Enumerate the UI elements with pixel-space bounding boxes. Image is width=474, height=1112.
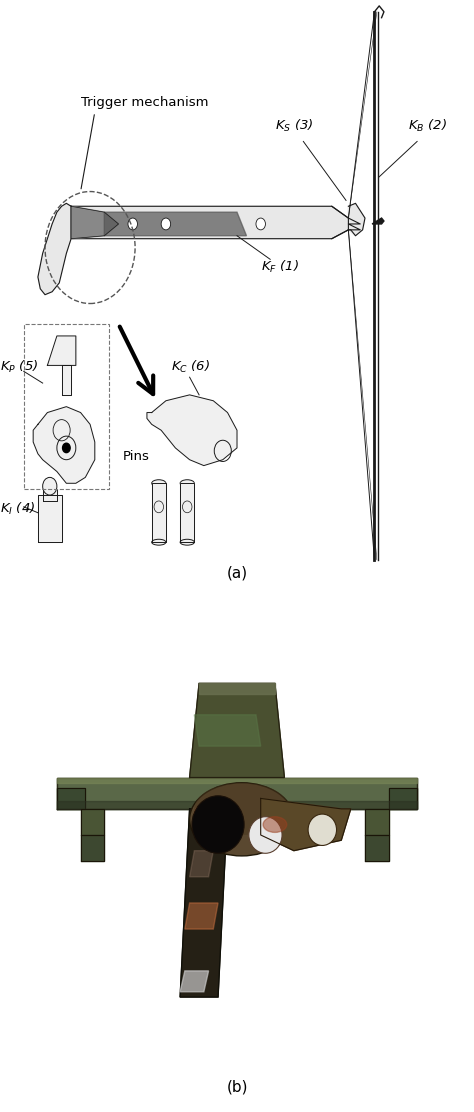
Polygon shape (180, 971, 209, 992)
Polygon shape (57, 777, 417, 783)
Polygon shape (71, 207, 348, 239)
Text: $K_F$ (1): $K_F$ (1) (261, 259, 299, 275)
Polygon shape (57, 801, 417, 808)
Circle shape (308, 814, 337, 845)
Ellipse shape (180, 539, 194, 545)
Text: $K_B$ (2): $K_B$ (2) (408, 118, 447, 133)
Ellipse shape (152, 539, 166, 545)
Polygon shape (104, 212, 246, 236)
Text: $K_C$ (6): $K_C$ (6) (171, 359, 210, 376)
Polygon shape (389, 788, 417, 808)
Polygon shape (33, 407, 95, 484)
Circle shape (128, 218, 137, 230)
Polygon shape (261, 798, 351, 851)
Polygon shape (348, 203, 365, 236)
Circle shape (256, 218, 265, 230)
Polygon shape (71, 207, 118, 239)
Circle shape (249, 816, 282, 853)
Ellipse shape (263, 816, 287, 833)
Ellipse shape (180, 479, 194, 487)
Polygon shape (81, 835, 104, 861)
Text: $K_P$ (5): $K_P$ (5) (0, 359, 38, 376)
Ellipse shape (190, 783, 294, 856)
Polygon shape (332, 207, 360, 239)
Polygon shape (43, 489, 57, 500)
Polygon shape (152, 484, 166, 543)
Circle shape (57, 436, 76, 459)
Polygon shape (199, 684, 275, 694)
Polygon shape (62, 366, 71, 395)
Polygon shape (147, 395, 237, 466)
Text: (a): (a) (227, 566, 247, 580)
Polygon shape (47, 336, 76, 366)
Polygon shape (180, 484, 194, 543)
Polygon shape (38, 203, 71, 295)
Polygon shape (190, 684, 284, 777)
Polygon shape (38, 495, 62, 543)
Ellipse shape (152, 479, 166, 487)
Text: $K_I$ (4): $K_I$ (4) (0, 500, 36, 517)
Text: Pins: Pins (123, 449, 150, 463)
Polygon shape (365, 835, 389, 861)
Polygon shape (190, 851, 213, 876)
Circle shape (63, 444, 70, 453)
Text: Trigger mechanism: Trigger mechanism (81, 96, 208, 109)
Ellipse shape (194, 804, 223, 825)
Polygon shape (194, 715, 261, 746)
Polygon shape (57, 777, 417, 808)
Text: (b): (b) (226, 1079, 248, 1094)
Polygon shape (180, 808, 228, 997)
Polygon shape (81, 808, 104, 835)
Text: $K_S$ (3): $K_S$ (3) (275, 118, 313, 133)
Polygon shape (372, 218, 384, 224)
Polygon shape (365, 808, 389, 835)
Polygon shape (185, 903, 218, 930)
Circle shape (161, 218, 171, 230)
Polygon shape (57, 788, 85, 808)
Circle shape (192, 796, 244, 853)
Circle shape (43, 477, 57, 495)
Ellipse shape (194, 783, 289, 835)
